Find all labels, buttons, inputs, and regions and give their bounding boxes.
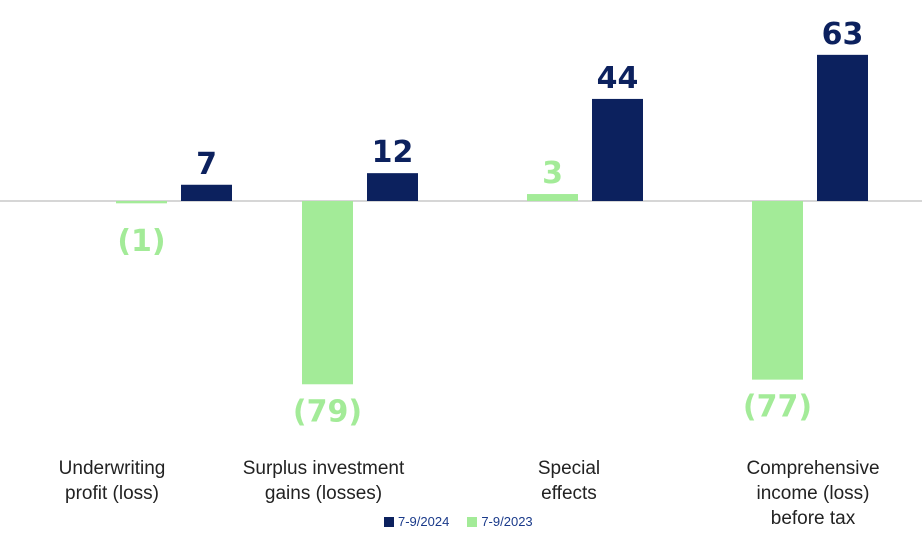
bar-2024-0 bbox=[181, 184, 232, 201]
data-label-2023-2: 3 bbox=[542, 156, 563, 191]
category-label-underwriting: Underwriting profit (loss) bbox=[58, 458, 166, 504]
bar-2024-3 bbox=[817, 54, 868, 202]
legend-item-2024: 7-9/2024 bbox=[384, 514, 449, 529]
bar-2023-0 bbox=[116, 201, 167, 204]
bar-2024-2 bbox=[592, 98, 643, 201]
data-label-2024-0: 7 bbox=[196, 147, 217, 182]
legend-swatch-2024 bbox=[384, 516, 394, 527]
category-label-comprehensive-income: Comprehensive income (loss) before tax bbox=[746, 458, 880, 529]
data-label-2024-3: 63 bbox=[822, 17, 864, 52]
category-label-surplus-investment: Surplus investment gains (losses) bbox=[242, 458, 405, 504]
data-label-2023-0: (1) bbox=[117, 224, 165, 259]
data-label-2023-1: (79) bbox=[293, 394, 362, 429]
bar-2023-1 bbox=[302, 201, 353, 385]
data-label-2024-1: 12 bbox=[372, 135, 414, 170]
bar-2024-1 bbox=[367, 173, 418, 201]
category-label-special-effects: Special effects bbox=[537, 458, 601, 504]
bar-2023-2 bbox=[527, 194, 578, 201]
bar-2023-3 bbox=[752, 201, 803, 380]
legend-label-2024: 7-9/2024 bbox=[398, 514, 450, 529]
legend-swatch-2023 bbox=[467, 516, 478, 527]
data-label-2024-2: 44 bbox=[597, 61, 639, 96]
legend-label-2023: 7-9/2023 bbox=[481, 514, 533, 529]
legend: 7-9/2024 7-9/2023 bbox=[384, 514, 533, 529]
legend-item-2023: 7-9/2023 bbox=[467, 514, 533, 529]
data-label-2023-3: (77) bbox=[743, 390, 812, 425]
